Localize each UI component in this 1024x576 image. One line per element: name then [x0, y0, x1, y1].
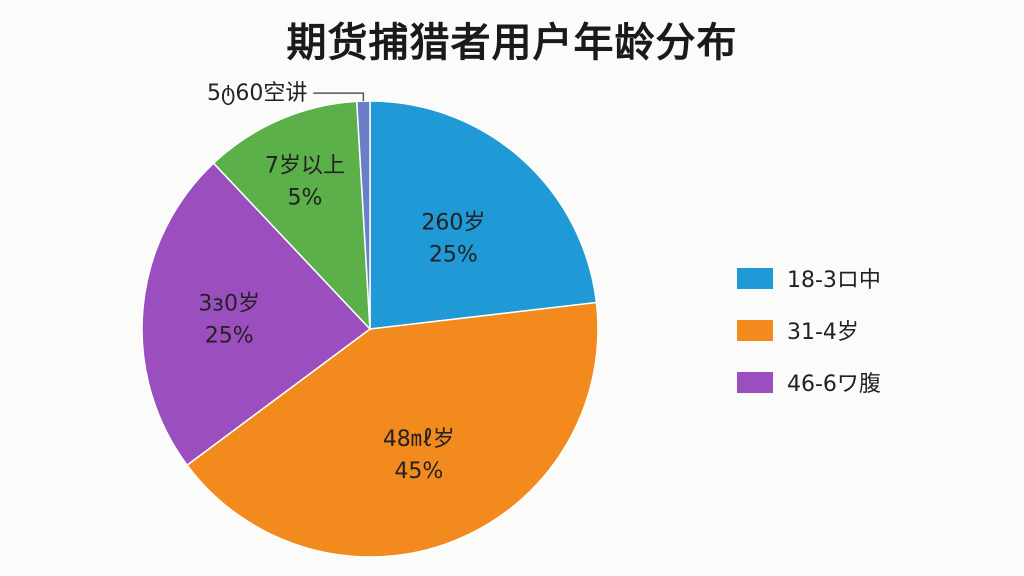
slice-value-label: 25% [429, 242, 478, 267]
legend-item: 18-3ロ中 [737, 252, 881, 304]
pie-slice [141, 162, 372, 467]
callout-label: 5ტ60空讲 [207, 81, 307, 106]
legend-item: 46-6ワ腹 [737, 356, 881, 408]
slice-label: 3з0岁 [198, 292, 260, 317]
legend-swatch [737, 267, 773, 289]
chart-legend: 18-3ロ中 31-4岁 46-6ワ腹 [737, 252, 881, 408]
callout-line [313, 92, 365, 102]
slice-value-label: 45% [394, 459, 443, 484]
legend-item: 31-4岁 [737, 304, 881, 356]
slice-label: 48㎖岁 [383, 427, 455, 452]
slice-value-label: 25% [205, 324, 254, 349]
legend-label: 31-4岁 [787, 320, 859, 345]
legend-swatch [737, 319, 773, 341]
slice-label: 260岁 [421, 210, 485, 235]
pie-slice [186, 301, 599, 558]
pie-slice [369, 100, 598, 330]
chart-title: 期货捕猎者用户年龄分布 [286, 20, 738, 66]
legend-label: 46-6ワ腹 [787, 372, 881, 397]
legend-label: 18-3ロ中 [787, 268, 881, 293]
pie-slice [355, 100, 371, 330]
legend-swatch [737, 371, 773, 393]
pie-slice [212, 100, 371, 332]
slice-value-label: 5% [288, 185, 323, 210]
slice-label: 7岁以上 [265, 153, 345, 178]
